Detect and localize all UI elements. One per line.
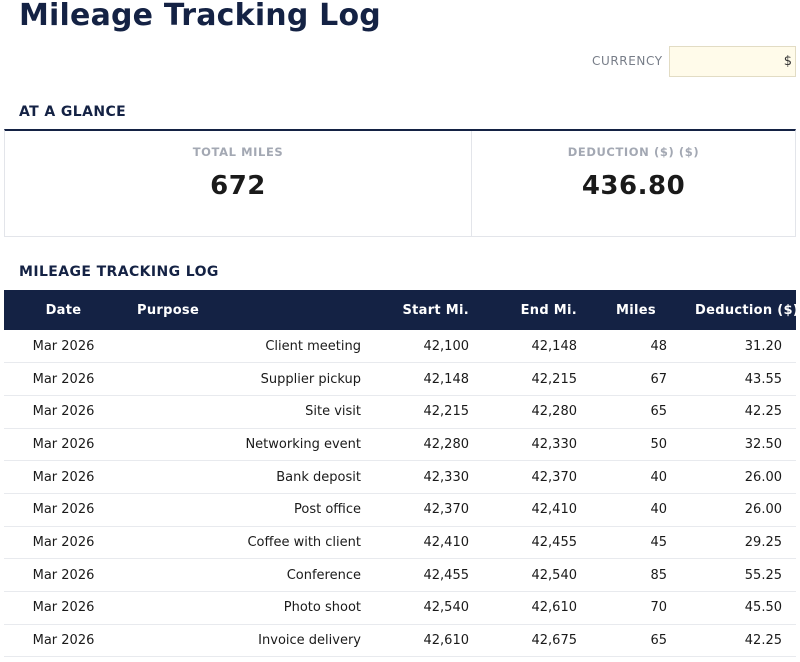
miles-cell: 45 (591, 526, 681, 560)
start-miles-cell: 42,410 (375, 526, 483, 560)
column-header-miles: Miles (616, 302, 656, 318)
total-miles-value: 672 (210, 171, 266, 201)
deduction-cell: 42.25 (681, 395, 796, 429)
start-miles-cell: 42,370 (375, 493, 483, 527)
purpose-cell: Supplier pickup (123, 362, 375, 396)
miles-cell: 70 (591, 591, 681, 625)
purpose-cell: Photo shoot (123, 591, 375, 625)
column-header-start-miles: Start Mi. (402, 302, 469, 318)
date-cell: Mar 2026 (4, 558, 123, 592)
miles-cell: 67 (591, 362, 681, 396)
date-cell: Mar 2026 (4, 624, 123, 658)
end-miles-cell: 42,370 (483, 460, 591, 494)
total-miles-label: TOTAL MILES (192, 145, 284, 159)
table-header-row: Date Purpose Start Mi. End Mi. Miles Ded… (4, 290, 800, 330)
column-header-deduction: Deduction ($) (695, 302, 800, 318)
column-header-purpose: Purpose (137, 302, 200, 318)
miles-cell: 40 (591, 493, 681, 527)
purpose-cell: Client meeting (123, 330, 375, 364)
deduction-label: DEDUCTION ($) ($) (567, 145, 700, 159)
table-row: Mar 2026 Client meeting 42,100 42,148 48 31.2… (4, 330, 796, 364)
end-miles-cell: 42,455 (483, 526, 591, 560)
deduction-cell: 43.55 (681, 362, 796, 396)
start-miles-cell: 42,540 (375, 591, 483, 625)
table-row: Mar 2026 Coffee with client 42,410 42,455 45… (4, 526, 796, 560)
deduction-cell: 42.25 (681, 624, 796, 658)
end-miles-cell: 42,675 (483, 624, 591, 658)
deduction-cell: 31.20 (681, 330, 796, 364)
table-row: Mar 2026 Bank deposit 42,330 42,370 40 26.00 (4, 460, 796, 494)
date-cell: Mar 2026 (4, 526, 123, 560)
end-miles-cell: 42,330 (483, 428, 591, 462)
end-miles-cell: 42,215 (483, 362, 591, 396)
mileage-log-table: Date Purpose Start Mi. End Mi. Miles Ded… (4, 290, 800, 658)
deduction-cell: 45.50 (681, 591, 796, 625)
purpose-cell: Coffee with client (123, 526, 375, 560)
date-cell: Mar 2026 (4, 395, 123, 429)
start-miles-cell: 42,100 (375, 330, 483, 364)
deduction-cell: 29.25 (681, 526, 796, 560)
column-header-end-miles: End Mi. (520, 302, 577, 318)
table-body: Mar 2026 Client meeting 42,100 42,148 48 31.2… (4, 330, 796, 658)
start-miles-cell: 42,215 (375, 395, 483, 429)
table-row: Mar 2026 Invoice delivery 42,610 42,675 65 42… (4, 624, 796, 658)
end-miles-cell: 42,540 (483, 558, 591, 592)
deduction-cell: 26.00 (681, 460, 796, 494)
table-row: Mar 2026 Supplier pickup 42,148 42,215 67 43.… (4, 362, 796, 396)
end-miles-cell: 42,610 (483, 591, 591, 625)
table-row: Mar 2026 Site visit 42,215 42,280 65 42.25 (4, 395, 796, 429)
table-row: Mar 2026 Conference 42,455 42,540 85 55.25 (4, 558, 796, 592)
deduction-card: DEDUCTION ($) ($) 436.80 (472, 131, 795, 236)
deduction-value: 436.80 (581, 171, 686, 201)
start-miles-cell: 42,280 (375, 428, 483, 462)
date-cell: Mar 2026 (4, 493, 123, 527)
table-row: Mar 2026 Networking event 42,280 42,330 50 32… (4, 428, 796, 462)
date-cell: Mar 2026 (4, 330, 123, 364)
total-miles-card: TOTAL MILES 672 (5, 131, 472, 236)
miles-cell: 40 (591, 460, 681, 494)
purpose-cell: Networking event (123, 428, 375, 462)
miles-cell: 65 (591, 624, 681, 658)
end-miles-cell: 42,280 (483, 395, 591, 429)
currency-input[interactable] (669, 46, 796, 77)
table-row: Mar 2026 Photo shoot 42,540 42,610 70 45.50 (4, 591, 796, 625)
currency-label: CURRENCY (592, 54, 663, 68)
purpose-cell: Conference (123, 558, 375, 592)
start-miles-cell: 42,455 (375, 558, 483, 592)
page-title: Mileage Tracking Log (19, 0, 381, 33)
column-header-date: Date (45, 302, 82, 318)
purpose-cell: Site visit (123, 395, 375, 429)
start-miles-cell: 42,330 (375, 460, 483, 494)
date-cell: Mar 2026 (4, 591, 123, 625)
purpose-cell: Invoice delivery (123, 624, 375, 658)
date-cell: Mar 2026 (4, 428, 123, 462)
mileage-log-heading: MILEAGE TRACKING LOG (19, 264, 219, 280)
table-row: Mar 2026 Post office 42,370 42,410 40 26.00 (4, 493, 796, 527)
date-cell: Mar 2026 (4, 460, 123, 494)
purpose-cell: Bank deposit (123, 460, 375, 494)
end-miles-cell: 42,410 (483, 493, 591, 527)
date-cell: Mar 2026 (4, 362, 123, 396)
start-miles-cell: 42,610 (375, 624, 483, 658)
end-miles-cell: 42,148 (483, 330, 591, 364)
miles-cell: 50 (591, 428, 681, 462)
start-miles-cell: 42,148 (375, 362, 483, 396)
deduction-cell: 26.00 (681, 493, 796, 527)
miles-cell: 65 (591, 395, 681, 429)
deduction-cell: 55.25 (681, 558, 796, 592)
at-a-glance-panel: TOTAL MILES 672 DEDUCTION ($) ($) 436.80 (4, 129, 796, 237)
purpose-cell: Post office (123, 493, 375, 527)
miles-cell: 85 (591, 558, 681, 592)
at-a-glance-heading: AT A GLANCE (19, 104, 127, 120)
deduction-cell: 32.50 (681, 428, 796, 462)
miles-cell: 48 (591, 330, 681, 364)
